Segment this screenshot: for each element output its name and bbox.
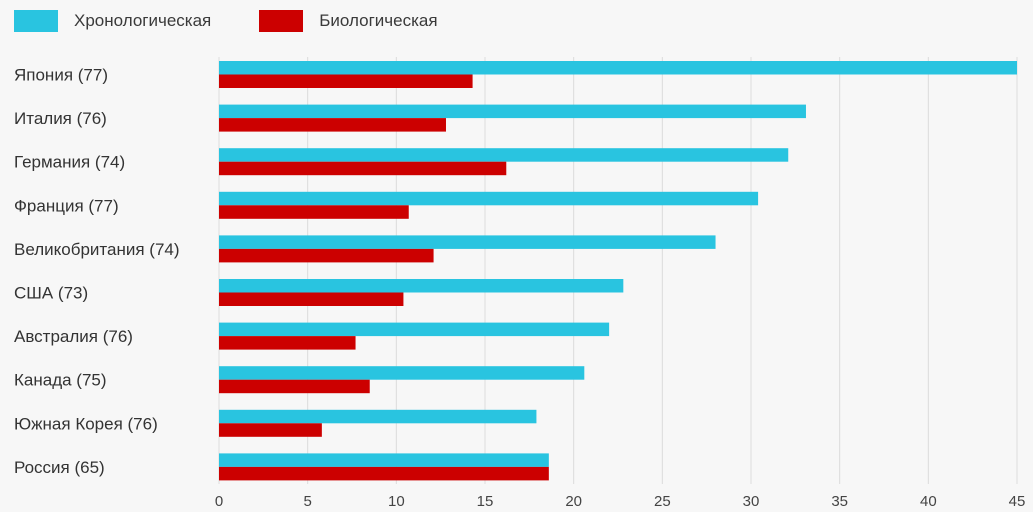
x-tick-label: 35: [831, 493, 848, 510]
bar-biological: [219, 248, 434, 263]
bar-chronological: [219, 366, 585, 380]
x-tick-label: 15: [477, 493, 494, 510]
category-label: Канада (75): [14, 371, 107, 390]
legend-label-biological: Биологическая: [319, 11, 438, 30]
legend: Хронологическая Биологическая: [14, 10, 486, 32]
x-tick-label: 40: [920, 493, 937, 510]
category-label: Франция (77): [14, 196, 119, 215]
x-tick-label: 20: [565, 493, 582, 510]
bar-biological: [219, 336, 356, 350]
x-tick-label: 45: [1009, 493, 1026, 510]
bar-biological: [219, 292, 404, 306]
category-label: Южная Корея (76): [14, 414, 158, 433]
x-tick-label: 25: [654, 493, 671, 510]
bar-chronological: [219, 191, 759, 206]
legend-swatch-chronological: [14, 10, 58, 32]
bar-biological: [219, 423, 322, 437]
category-label: Россия (65): [14, 458, 105, 477]
x-tick-label: 10: [388, 493, 405, 510]
x-tick-label: 0: [215, 493, 223, 510]
bar-chronological: [219, 453, 549, 467]
category-label: Германия (74): [14, 153, 125, 172]
bar-chronological: [219, 279, 624, 293]
legend-item-chronological: Хронологическая: [14, 10, 211, 32]
category-label: Великобритания (74): [14, 240, 180, 259]
bar-biological: [219, 379, 370, 394]
bar-biological: [219, 205, 409, 219]
bar-biological: [219, 118, 446, 132]
category-label: Япония (77): [14, 66, 108, 85]
bar-chronological: [219, 235, 716, 249]
bar-biological: [219, 161, 507, 176]
bar-biological: [219, 74, 473, 88]
category-label: Австралия (76): [14, 327, 133, 346]
category-label: США (73): [14, 284, 88, 303]
legend-item-biological: Биологическая: [259, 10, 438, 32]
bar-chronological: [219, 409, 537, 424]
bar-biological: [219, 466, 549, 481]
x-tick-label: 30: [743, 493, 760, 510]
bar-chronological: [219, 322, 610, 337]
bar-chronological: [219, 61, 1017, 75]
bar-chronological: [219, 148, 789, 162]
legend-swatch-biological: [259, 10, 304, 32]
category-label: Италия (76): [14, 109, 107, 128]
bar-chronological: [219, 104, 806, 119]
x-tick-label: 5: [303, 493, 311, 510]
legend-label-chronological: Хронологическая: [74, 11, 212, 30]
